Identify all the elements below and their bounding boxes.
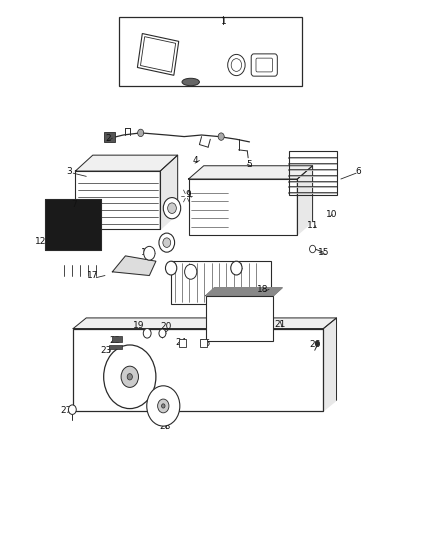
Polygon shape [141, 37, 176, 72]
Circle shape [310, 245, 316, 253]
Circle shape [168, 203, 177, 214]
Bar [188, 179, 297, 235]
Polygon shape [323, 318, 336, 411]
Text: 21: 21 [274, 320, 286, 329]
Text: 14: 14 [159, 239, 170, 248]
Circle shape [231, 261, 242, 275]
Text: 6: 6 [355, 166, 361, 175]
Bar [45, 199, 102, 249]
Bar [289, 151, 337, 195]
Text: 9: 9 [186, 190, 191, 199]
Bar [119, 17, 302, 86]
Text: 27: 27 [60, 406, 71, 415]
Text: 11: 11 [307, 221, 318, 230]
Circle shape [163, 198, 181, 219]
Bar [73, 328, 323, 411]
Circle shape [121, 366, 138, 387]
Polygon shape [160, 155, 178, 229]
Bar [104, 132, 115, 142]
Bar [179, 339, 186, 346]
Text: 16: 16 [185, 268, 197, 276]
Text: 10: 10 [326, 210, 338, 219]
Text: 8: 8 [163, 204, 169, 213]
Circle shape [159, 233, 175, 252]
Text: 3: 3 [66, 166, 72, 175]
Text: 13: 13 [141, 248, 153, 257]
Text: 17: 17 [87, 271, 99, 280]
Bar [171, 261, 271, 304]
Circle shape [166, 261, 177, 275]
Text: 4: 4 [192, 156, 198, 165]
Bar [45, 199, 102, 249]
Text: 15: 15 [318, 248, 329, 257]
Text: 12: 12 [35, 237, 46, 246]
Polygon shape [113, 256, 156, 276]
Circle shape [127, 374, 132, 380]
Circle shape [147, 386, 180, 426]
Circle shape [158, 399, 169, 413]
Text: 19: 19 [133, 321, 144, 330]
Text: 22: 22 [109, 336, 120, 345]
Bar [200, 339, 207, 346]
Circle shape [228, 54, 245, 76]
Polygon shape [297, 166, 313, 235]
FancyBboxPatch shape [256, 58, 272, 72]
Bar [113, 336, 122, 342]
Polygon shape [138, 34, 179, 75]
Polygon shape [206, 288, 282, 296]
Polygon shape [73, 318, 336, 328]
Bar [206, 296, 273, 341]
Circle shape [162, 404, 165, 408]
Circle shape [143, 328, 151, 338]
Circle shape [231, 59, 242, 71]
Text: 7: 7 [72, 200, 78, 209]
Circle shape [68, 405, 76, 415]
Circle shape [163, 238, 171, 247]
Ellipse shape [182, 78, 199, 86]
Text: 20: 20 [160, 322, 172, 332]
Text: 24: 24 [175, 338, 186, 347]
Bar [75, 171, 160, 229]
Text: 5: 5 [247, 160, 252, 168]
Circle shape [315, 341, 320, 346]
Text: 2: 2 [105, 134, 111, 143]
Text: 28: 28 [159, 422, 170, 431]
FancyBboxPatch shape [251, 54, 277, 76]
Circle shape [138, 129, 144, 136]
Circle shape [159, 329, 166, 337]
Polygon shape [75, 155, 178, 171]
Circle shape [185, 264, 197, 279]
Circle shape [104, 345, 156, 409]
Bar [110, 345, 121, 349]
Text: 18: 18 [257, 285, 268, 294]
Text: 26: 26 [309, 341, 321, 350]
Circle shape [144, 246, 155, 260]
Text: 23: 23 [100, 346, 112, 355]
Polygon shape [188, 166, 313, 179]
Circle shape [218, 133, 224, 140]
Text: 1: 1 [220, 17, 226, 26]
Text: 25: 25 [199, 339, 210, 348]
